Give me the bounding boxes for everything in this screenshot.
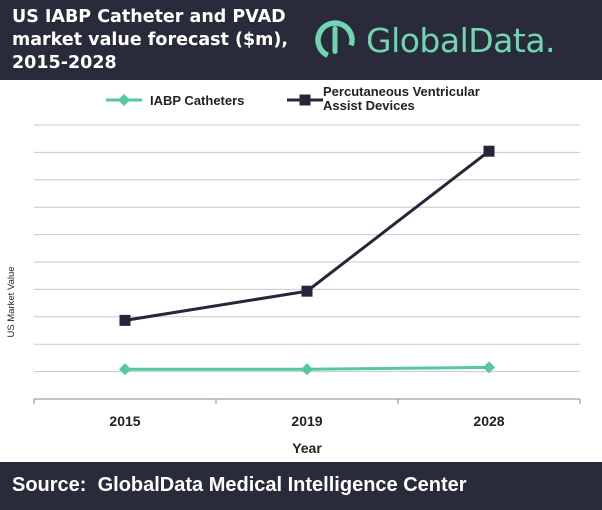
legend-pvad-marker <box>299 94 311 106</box>
iabp-data-point <box>119 363 131 376</box>
chart-title-line-2: market value forecast ($m), <box>12 30 289 50</box>
chart-title-line-1: US IABP Catheter and PVAD <box>12 7 286 27</box>
x-axis-title: Year <box>292 440 322 456</box>
pvad-data-point <box>301 285 313 297</box>
globaldata-logo-text: GlobalData. <box>366 20 556 60</box>
legend-pvad-label: Percutaneous Ventricular <box>323 84 480 99</box>
globaldata-logo: GlobalData. <box>312 10 556 70</box>
iabp-data-point <box>301 363 313 376</box>
x-tick-label: 2028 <box>473 413 504 429</box>
pvad-data-point <box>483 145 495 157</box>
header: US IABP Catheter and PVAD market value f… <box>0 0 602 80</box>
legend-iabp-marker <box>118 94 130 106</box>
footer: Source: GlobalData Medical Intelligence … <box>0 462 602 510</box>
y-axis-title: US Market Value <box>6 266 17 337</box>
line-chart: 2015 2019 2028 Year US Market Value IABP Cath… <box>6 84 581 456</box>
chart-area: 2015 2019 2028 Year US Market Value IABP Cath… <box>0 80 602 462</box>
x-tick-label: 2015 <box>109 413 140 429</box>
iabp-data-point <box>483 361 495 374</box>
legend-pvad-label: Assist Devices <box>323 98 415 113</box>
x-tick-label: 2019 <box>291 413 322 429</box>
chart-title-line-3: 2015-2028 <box>12 53 117 73</box>
pvad-data-point <box>119 314 131 326</box>
globaldata-logo-icon <box>315 20 355 60</box>
source-text: Source: GlobalData Medical Intelligence … <box>12 474 467 496</box>
legend-iabp-label: IABP Catheters <box>150 93 244 108</box>
